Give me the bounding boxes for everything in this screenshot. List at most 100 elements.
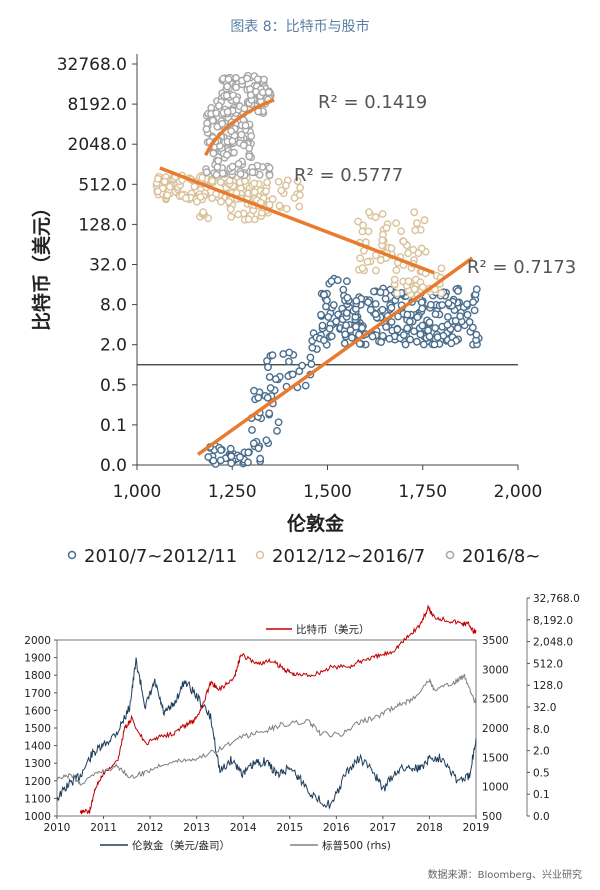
data-point: [163, 191, 172, 200]
data-point: [351, 322, 360, 331]
legend-label: 标普500 (rhs): [322, 839, 391, 852]
data-point: [369, 287, 378, 296]
x-tick-label: 2014: [230, 822, 257, 834]
data-point: [382, 323, 390, 331]
data-point: [354, 217, 362, 226]
data-point: [412, 337, 421, 346]
data-point: [468, 323, 477, 332]
data-point: [214, 157, 223, 165]
data-point: [472, 330, 481, 339]
left-tick-label: 1700: [24, 688, 51, 700]
data-point: [399, 331, 408, 339]
data-point: [371, 266, 380, 275]
data-point: [293, 177, 302, 186]
data-point: [246, 91, 255, 99]
data-point: [377, 338, 385, 346]
data-point: [285, 348, 294, 357]
data-point: [454, 287, 462, 295]
data-point: [393, 325, 402, 334]
data-point: [363, 257, 372, 266]
data-point: [227, 459, 236, 468]
data-point: [333, 276, 342, 285]
data-point: [387, 303, 396, 312]
data-point: [208, 177, 217, 185]
data-point: [204, 453, 213, 461]
data-point: [250, 386, 258, 395]
data-point: [451, 316, 460, 325]
data-point: [209, 149, 218, 158]
data-point: [419, 340, 428, 349]
data-point: [224, 75, 233, 84]
legend-label: 伦敦金（美元/盎司）: [132, 839, 230, 852]
data-point: [347, 333, 356, 342]
data-point: [387, 318, 396, 326]
data-point: [352, 296, 361, 305]
data-point: [227, 212, 236, 221]
right-tick-label: 2,048.0: [533, 637, 573, 649]
data-point: [218, 119, 227, 128]
data-point: [433, 333, 442, 342]
data-point: [243, 74, 252, 83]
rhs-tick-label: 2000: [482, 723, 509, 735]
y-tick-label: 0.0: [100, 456, 127, 476]
scatter-labels: R² = 0.1419 R² = 0.5777 R² = 0.7173: [294, 92, 576, 278]
figure-title: 图表 8：比特币与股市: [230, 19, 370, 35]
data-point: [399, 237, 408, 246]
data-point: [232, 96, 241, 104]
data-point: [160, 177, 169, 186]
data-point: [376, 288, 385, 297]
data-point: [371, 300, 380, 308]
data-point: [426, 300, 435, 309]
y-axis-title: 比特币（美元）: [30, 198, 53, 331]
data-point: [340, 339, 349, 348]
rhs-tick-label: 1500: [482, 752, 509, 764]
r-squared-label: R² = 0.5777: [294, 165, 403, 186]
series-line: [56, 657, 477, 809]
trend-line: [204, 98, 275, 156]
data-point: [234, 210, 243, 219]
right-tick-label: 8.0: [533, 724, 550, 736]
rhs-tick-label: 1000: [482, 782, 509, 794]
left-tick-label: 1200: [24, 776, 51, 788]
data-point: [209, 456, 218, 465]
data-point: [228, 137, 237, 146]
data-point: [406, 335, 414, 344]
data-point: [425, 318, 434, 327]
data-point: [404, 249, 412, 258]
x-tick-label: 2018: [416, 822, 443, 834]
data-point: [236, 170, 245, 178]
data-point: [420, 216, 429, 225]
x-tick-label: 2013: [183, 822, 210, 834]
data-point: [443, 312, 452, 321]
y-tick-label: 2.0: [100, 336, 127, 356]
data-point: [385, 334, 394, 343]
legend-label: 比特币（美元）: [296, 623, 370, 636]
data-point: [202, 168, 211, 177]
line-chart-series: [56, 604, 477, 815]
data-point: [378, 305, 387, 314]
data-point: [318, 321, 327, 330]
x-tick-label: 2012: [137, 822, 164, 834]
data-point: [273, 426, 281, 435]
data-point: [409, 245, 418, 254]
left-tick-label: 1600: [24, 705, 51, 717]
trend-line: [159, 166, 435, 275]
scatter-chart: 0.0 0.1 0.5 2.0 8.0 32.0 128.0 512.0 2048.0 8192.…: [30, 54, 576, 567]
data-point: [264, 88, 273, 97]
data-point: [265, 409, 274, 418]
data-point: [358, 264, 367, 273]
data-point: [248, 168, 257, 177]
data-point: [268, 195, 277, 204]
left-tick-label: 1300: [24, 758, 51, 770]
data-point: [324, 313, 333, 321]
data-point: [236, 453, 244, 462]
data-point: [212, 170, 221, 179]
data-point: [308, 343, 317, 352]
data-point: [254, 444, 263, 453]
y-tick-label: 8.0: [100, 296, 127, 316]
left-tick-label: 1400: [24, 741, 51, 753]
x-axis-title: 伦敦金: [287, 512, 345, 535]
data-point: [237, 130, 246, 139]
data-point: [192, 197, 201, 206]
right-tick-label: 0.5: [533, 767, 550, 779]
